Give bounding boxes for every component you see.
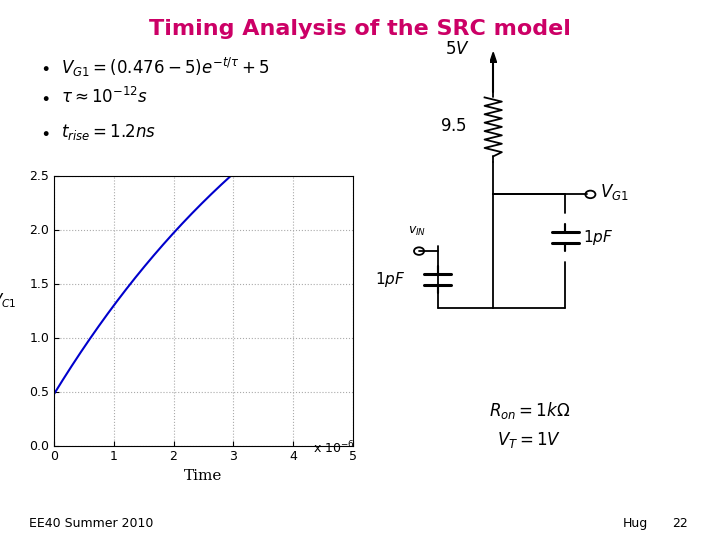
X-axis label: Time: Time <box>184 469 222 483</box>
Text: Timing Analysis of the SRC model: Timing Analysis of the SRC model <box>149 19 571 39</box>
Y-axis label: $V_{C1}$: $V_{C1}$ <box>0 292 17 310</box>
Text: $1pF$: $1pF$ <box>583 228 613 247</box>
Text: $v_{IN}$: $v_{IN}$ <box>408 225 427 238</box>
Text: $\bullet$: $\bullet$ <box>40 89 49 106</box>
Text: $t_{rise} = 1.2ns$: $t_{rise} = 1.2ns$ <box>61 122 156 143</box>
Text: $9.5$: $9.5$ <box>440 118 467 136</box>
Text: $\tau \approx 10^{-12}s$: $\tau \approx 10^{-12}s$ <box>61 87 148 107</box>
Text: $V_{G1}$: $V_{G1}$ <box>600 181 629 202</box>
Polygon shape <box>490 52 497 63</box>
Text: $R_{on} = 1k\Omega$: $R_{on} = 1k\Omega$ <box>489 400 570 421</box>
Text: $V_{G1} = (0.476 - 5)e^{-t/\tau} + 5$: $V_{G1} = (0.476 - 5)e^{-t/\tau} + 5$ <box>61 56 270 79</box>
Text: x 10$^{-6}$: x 10$^{-6}$ <box>313 440 355 456</box>
Text: $V_T = 1V$: $V_T = 1V$ <box>497 430 562 450</box>
Text: $5V$: $5V$ <box>445 41 469 58</box>
Text: $1pF$: $1pF$ <box>375 270 405 289</box>
Text: 22: 22 <box>672 517 688 530</box>
Text: $\bullet$: $\bullet$ <box>40 124 49 141</box>
Text: EE40 Summer 2010: EE40 Summer 2010 <box>29 517 153 530</box>
Text: Hug: Hug <box>623 517 648 530</box>
Text: $\bullet$: $\bullet$ <box>40 59 49 76</box>
